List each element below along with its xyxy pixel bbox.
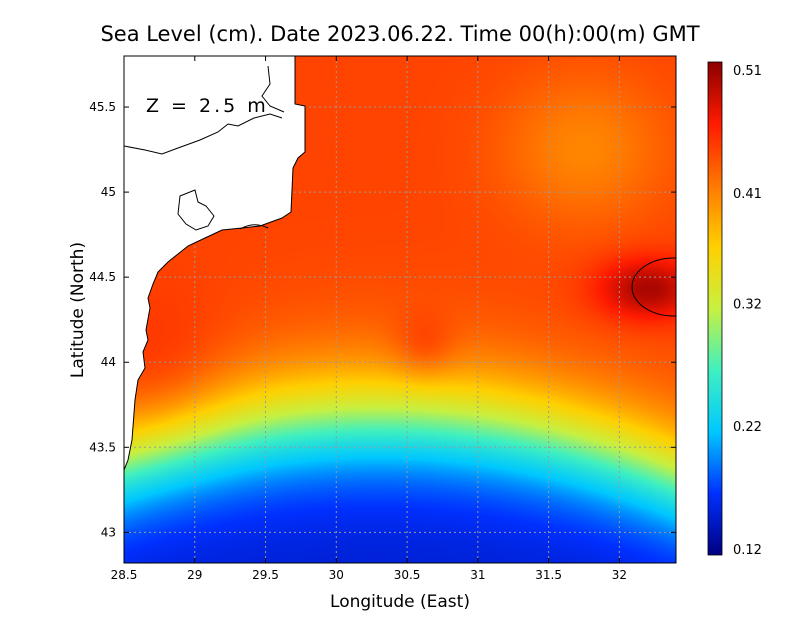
y-tick-label: 44 [101,355,116,369]
colorbar: 0.51 0.41 0.32 0.22 0.12 [708,62,762,558]
chart-title: Sea Level (cm). Date 2023.06.22. Time 00… [100,22,699,46]
x-tick-label: 30.5 [394,568,421,582]
sea-level-chart: Sea Level (cm). Date 2023.06.22. Time 00… [0,0,800,618]
y-tick-label: 43 [101,525,116,539]
y-tick-label: 45 [101,185,116,199]
colorbar-scale [708,62,722,555]
y-tick-label: 45.5 [89,100,116,114]
x-tick-label: 32 [612,568,627,582]
x-tick-label: 31 [470,568,485,582]
y-axis-label: Latitude (North) [68,242,88,378]
plot-area: Z = 2.5 m [124,56,716,563]
colorbar-tick-label: 0.22 [733,420,762,435]
x-tick-label: 31.5 [535,568,562,582]
depth-annotation: Z = 2.5 m [146,95,269,117]
y-tick-label: 44.5 [89,270,116,284]
x-tick-label: 29.5 [252,568,279,582]
x-tick-label: 30 [329,568,344,582]
colorbar-tick-label: 0.32 [733,297,762,312]
colorbar-tick-label: 0.41 [733,187,762,202]
x-tick-label: 29 [187,568,202,582]
x-axis-label: Longitude (East) [330,592,470,612]
colorbar-tick-label: 0.51 [733,64,762,79]
colorbar-tick-label: 0.12 [733,543,762,558]
y-tick-label: 43.5 [89,440,116,454]
x-tick-label: 28.5 [111,568,138,582]
